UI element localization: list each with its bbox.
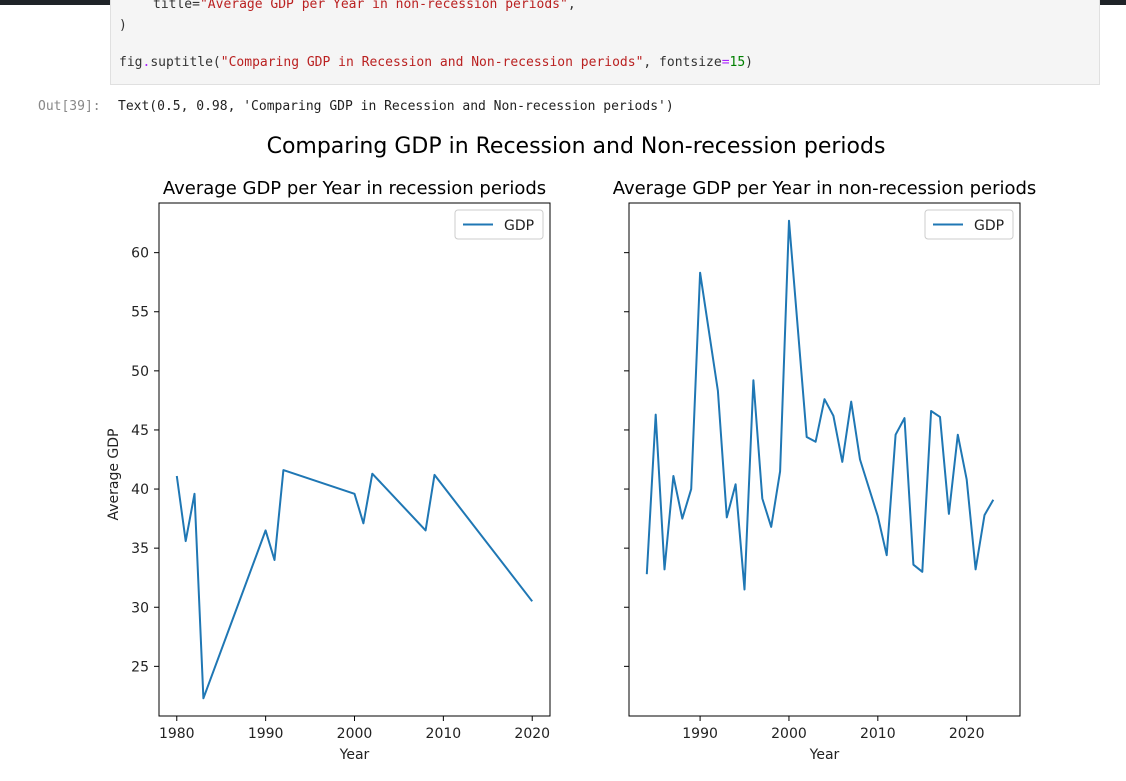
x-axis-label: Year (339, 747, 370, 763)
code-token: ) (119, 18, 127, 33)
x-tick-label: 1990 (248, 726, 284, 742)
legend-label: GDP (974, 218, 1004, 234)
chart-title: Average GDP per Year in recession period… (163, 178, 546, 199)
x-tick-label: 1980 (159, 726, 195, 742)
y-tick-label: 40 (131, 482, 149, 498)
legend-label: GDP (504, 218, 534, 234)
chart-legend: GDP (924, 209, 1014, 240)
x-tick-label: 2020 (949, 726, 985, 742)
x-tick-label: 2010 (426, 726, 462, 742)
y-tick-label: 45 (131, 423, 149, 439)
code-token: suptitle( (150, 55, 221, 70)
y-axis-label: Average GDP (106, 428, 122, 520)
code-token: , (567, 0, 576, 12)
y-tick-label: 55 (131, 305, 149, 321)
figure-suptitle: Comparing GDP in Recession and Non-reces… (267, 134, 886, 159)
y-tick-label: 25 (131, 659, 149, 675)
code-token: ) (745, 55, 753, 70)
plot-frame (628, 202, 1021, 717)
code-operator: . (142, 55, 151, 70)
legend-box (924, 209, 1014, 240)
code-cell[interactable]: title="Average GDP per Year in non-reces… (110, 0, 1100, 85)
legend-box (454, 209, 544, 240)
code-line-title-arg: title="Average GDP per Year in non-reces… (153, 0, 576, 12)
code-token: fig (119, 55, 143, 70)
code-string: "Average GDP per Year in non-recession p… (199, 0, 568, 12)
chart-panel-1: Average GDP per Year in recession period… (106, 178, 551, 763)
series-line-gdp (645, 219, 995, 591)
x-tick-label: 2020 (514, 726, 550, 742)
chart-panel-2: Average GDP per Year in non-recession pe… (613, 178, 1037, 763)
code-line-close-paren: ) (119, 18, 127, 33)
code-token: title= (153, 0, 200, 12)
y-tick-label: 60 (131, 246, 149, 262)
y-tick-label: 35 (131, 541, 149, 557)
code-line-suptitle: fig.suptitle("Comparing GDP in Recession… (119, 55, 753, 70)
x-axis-label: Year (809, 747, 840, 763)
code-token: , fontsize (643, 55, 722, 70)
code-string: "Comparing GDP in Recession and Non-rece… (220, 55, 644, 70)
code-number: 15 (729, 55, 746, 70)
y-tick-label: 50 (131, 364, 149, 380)
output-prompt: Out[39]: (38, 99, 101, 114)
x-tick-label: 1990 (682, 726, 718, 742)
series-line-gdp (175, 469, 533, 700)
x-tick-label: 2000 (771, 726, 807, 742)
x-tick-label: 2010 (860, 726, 896, 742)
chart-legend: GDP (454, 209, 544, 240)
x-tick-label: 2000 (337, 726, 373, 742)
y-tick-label: 30 (131, 600, 149, 616)
chart-title: Average GDP per Year in non-recession pe… (613, 178, 1037, 199)
code-operator: = (721, 55, 730, 70)
plot-frame (158, 202, 551, 717)
output-text[interactable]: Text(0.5, 0.98, 'Comparing GDP in Recess… (118, 99, 674, 114)
